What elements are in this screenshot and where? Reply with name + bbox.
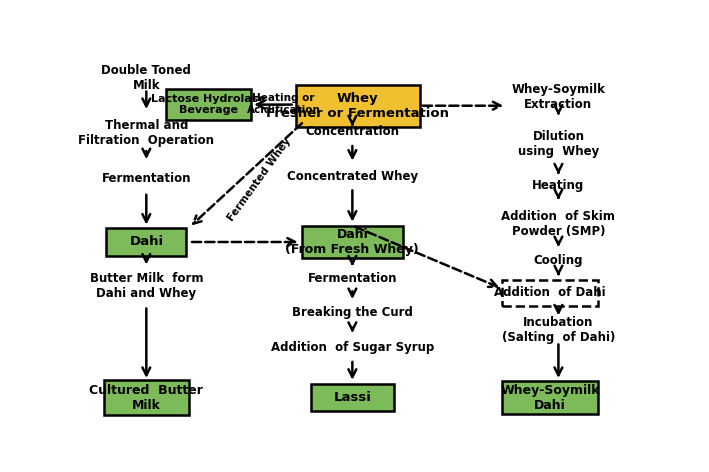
FancyBboxPatch shape <box>104 380 189 415</box>
Text: Addition  of Sugar Syrup: Addition of Sugar Syrup <box>271 341 434 354</box>
Text: Fermentation: Fermentation <box>308 272 397 285</box>
Text: Lassi: Lassi <box>333 391 372 404</box>
FancyBboxPatch shape <box>106 228 186 256</box>
Text: Incubation
(Salting  of Dahi): Incubation (Salting of Dahi) <box>502 316 615 344</box>
Text: Dahi
(From Fresh Whey): Dahi (From Fresh Whey) <box>286 228 419 256</box>
FancyBboxPatch shape <box>311 384 393 411</box>
Text: Lactose Hydrolase
Beverage: Lactose Hydrolase Beverage <box>151 94 266 116</box>
Text: Breaking the Curd: Breaking the Curd <box>292 306 413 320</box>
Text: Whey-Soymilk
Dahi: Whey-Soymilk Dahi <box>501 384 600 412</box>
FancyBboxPatch shape <box>166 89 251 120</box>
Text: Cooling: Cooling <box>534 253 584 267</box>
Text: Double Toned
Milk: Double Toned Milk <box>101 65 191 93</box>
Text: Butter Milk  form
Dahi and Whey: Butter Milk form Dahi and Whey <box>89 272 203 300</box>
Text: Whey
Fresher or Fermentation: Whey Fresher or Fermentation <box>267 92 450 120</box>
Text: Fermentation: Fermentation <box>101 172 191 185</box>
Text: Heating or
Acidification: Heating or Acidification <box>247 93 320 115</box>
Text: Dahi: Dahi <box>129 236 163 248</box>
FancyBboxPatch shape <box>502 280 598 306</box>
Text: Cultured  Butter
Milk: Cultured Butter Milk <box>89 384 203 412</box>
Text: Heating: Heating <box>532 179 584 192</box>
FancyBboxPatch shape <box>502 381 598 414</box>
Text: Addition  of Dahi: Addition of Dahi <box>494 287 606 299</box>
Text: Whey-Soymilk
Extraction: Whey-Soymilk Extraction <box>511 83 605 110</box>
Text: Concentration: Concentration <box>306 125 399 138</box>
FancyBboxPatch shape <box>296 85 420 126</box>
Text: Thermal and
Filtration  Operation: Thermal and Filtration Operation <box>78 119 214 147</box>
Text: Concentrated Whey: Concentrated Whey <box>287 170 418 183</box>
Text: Fermented Whey: Fermented Whey <box>225 136 293 223</box>
FancyBboxPatch shape <box>301 226 403 258</box>
Text: Addition  of Skim
Powder (SMP): Addition of Skim Powder (SMP) <box>501 210 615 238</box>
Text: Dilution
using  Whey: Dilution using Whey <box>518 130 599 158</box>
